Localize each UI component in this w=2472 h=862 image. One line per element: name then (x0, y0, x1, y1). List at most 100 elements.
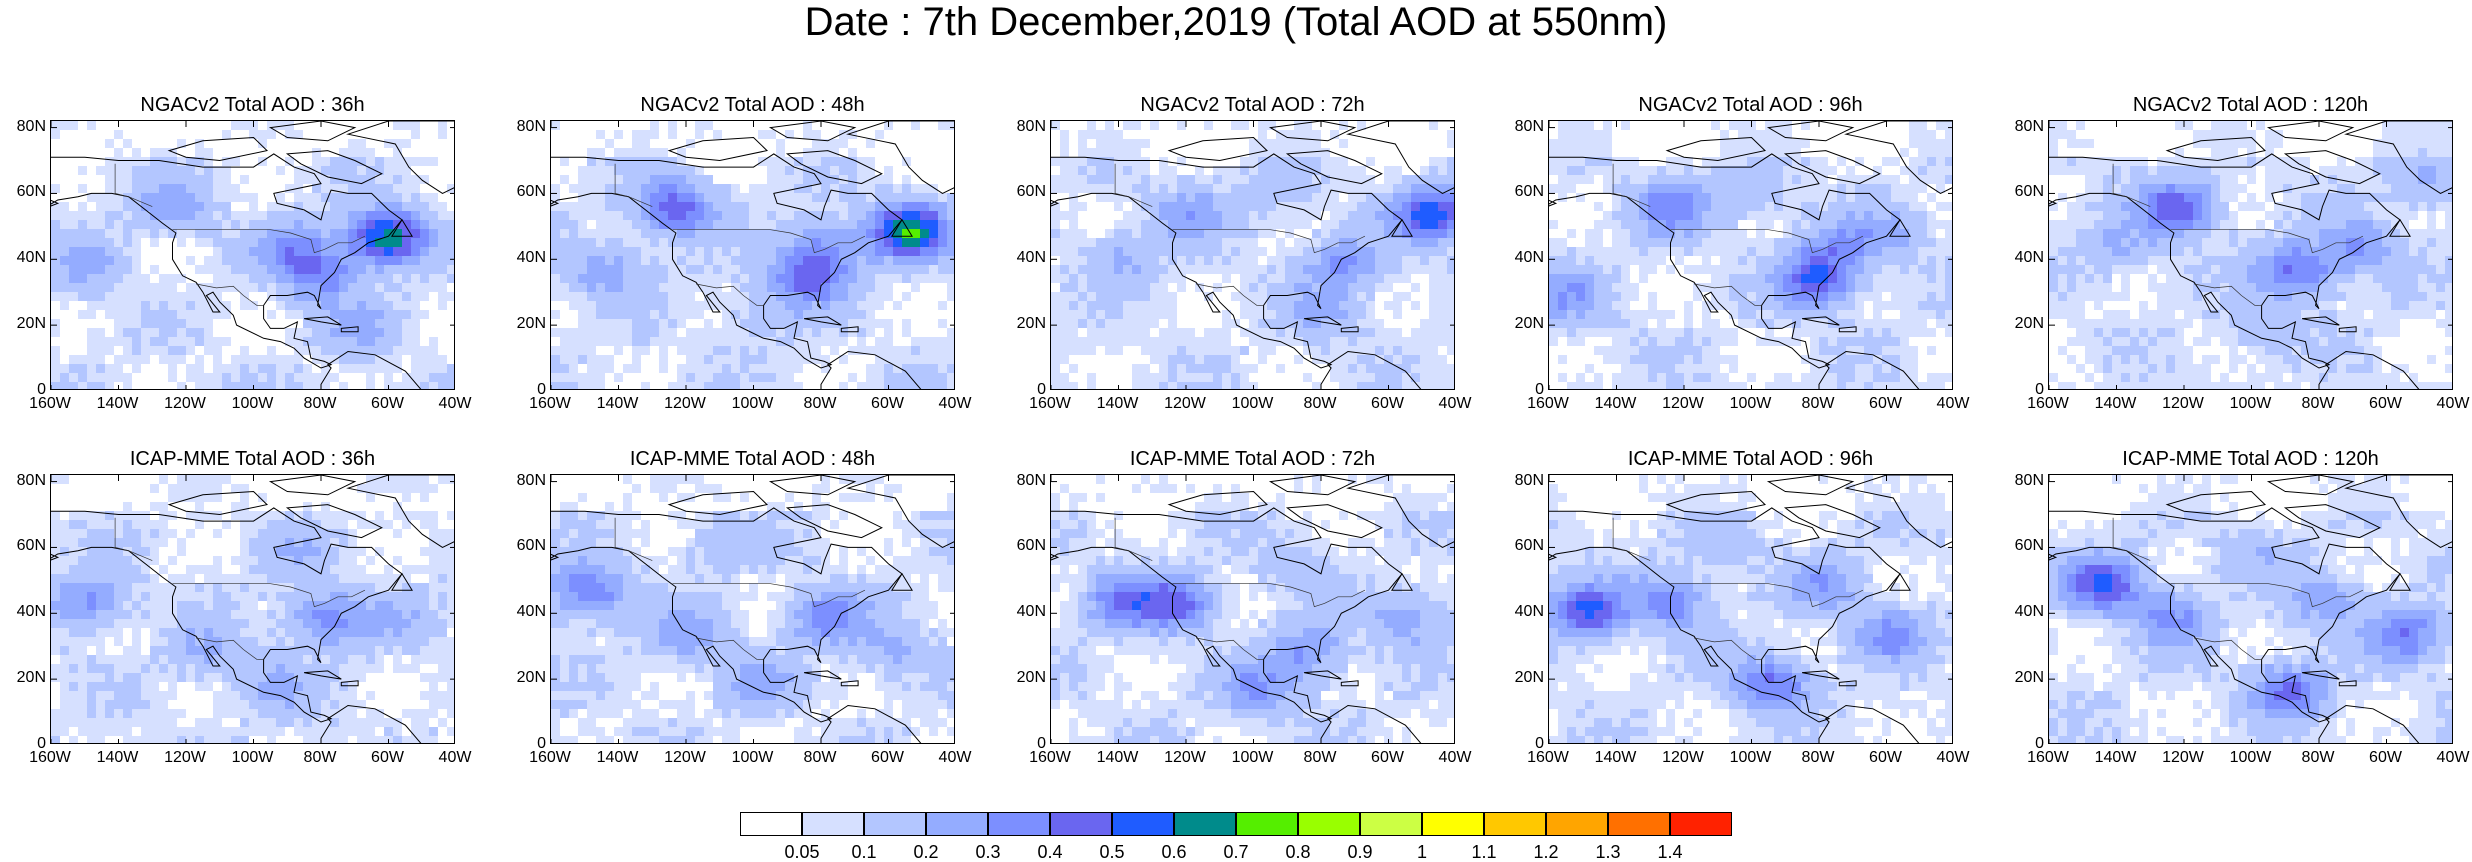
lon-tick-label: 80W (1303, 749, 1337, 766)
lon-tick-label: 100W (231, 395, 274, 412)
lat-tick-label: 60N (2014, 183, 2044, 201)
lon-tick-label: 80W (1303, 395, 1337, 412)
colorbar-label: 0.8 (1285, 842, 1311, 862)
map-panel: NGACv2 Total AOD : 72h 80N 60N 40N 20N 0 160W 1… (1002, 92, 1472, 412)
aod-map (50, 120, 455, 390)
lat-tick-label: 80N (1016, 471, 1046, 489)
colorbar-label: 0.5 (1099, 842, 1125, 862)
lon-tick-label: 120W (1164, 749, 1206, 766)
lon-tick-label: 140W (96, 395, 139, 412)
lat-tick-label: 20N (516, 669, 546, 687)
lon-tick-label: 40W (2436, 395, 2470, 412)
map-svg (51, 475, 454, 743)
lon-tick-label: 100W (731, 749, 774, 766)
colorbar-swatch (1050, 812, 1112, 836)
map-svg (551, 475, 954, 743)
colorbar-swatch (1360, 812, 1422, 836)
coastlines (551, 121, 954, 389)
lon-tick-label: 120W (664, 749, 706, 766)
lon-tick-label: 40W (1936, 749, 1970, 766)
panel-title: ICAP-MME Total AOD : 36h (129, 448, 376, 470)
colorbar-swatch (1112, 812, 1174, 836)
map-svg (2049, 121, 2452, 389)
lon-tick-label: 160W (1527, 395, 1569, 412)
map-svg (1549, 475, 1952, 743)
lat-tick-label: 80N (1016, 117, 1046, 135)
lat-tick-label: 60N (2014, 537, 2044, 555)
coastlines (1549, 121, 1952, 389)
lon-tick-label: 140W (96, 749, 139, 766)
coastlines (1051, 475, 1454, 743)
colorbar-label: 0.2 (913, 842, 939, 862)
lon-tick-label: 140W (1096, 749, 1139, 766)
map-panel: ICAP-MME Total AOD : 48h 80N 60N 40N 20N 0 160… (502, 446, 972, 766)
lon-tick-label: 60W (1869, 749, 1902, 766)
lat-tick-label: 20N (16, 669, 46, 687)
colorbar-label: 0.7 (1223, 842, 1249, 862)
aod-map (1548, 474, 1953, 744)
colorbar-swatch (864, 812, 926, 836)
lat-tick-label: 80N (16, 471, 46, 489)
colorbar-label: 1.1 (1471, 842, 1497, 862)
lat-tick-label: 40N (1514, 603, 1544, 621)
lon-tick-label: 120W (164, 395, 206, 412)
colorbar-swatch (1298, 812, 1360, 836)
lat-tick-label: 40N (2014, 249, 2044, 267)
lat-tick-label: 0 (37, 735, 46, 752)
coastlines (51, 475, 454, 743)
lon-tick-label: 160W (2027, 395, 2069, 412)
colorbar-label: 0.3 (975, 842, 1001, 862)
panel-title: NGACv2 Total AOD : 36h (140, 94, 365, 116)
figure-title: Date : 7th December,2019 (Total AOD at 5… (804, 0, 1668, 44)
coastlines (1051, 121, 1454, 389)
colorbar-swatch (740, 812, 802, 836)
lon-tick-label: 140W (596, 749, 639, 766)
lat-tick-label: 40N (16, 249, 46, 267)
panel-title: ICAP-MME Total AOD : 48h (629, 448, 876, 470)
panel-title: ICAP-MME Total AOD : 72h (1129, 448, 1376, 470)
map-svg (1549, 121, 1952, 389)
lat-tick-label: 40N (1016, 249, 1046, 267)
lat-tick-label: 20N (16, 315, 46, 333)
lat-tick-label: 40N (516, 603, 546, 621)
aod-map (1548, 120, 1953, 390)
colorbar-swatch (802, 812, 864, 836)
lon-tick-label: 40W (438, 749, 472, 766)
map-svg (2049, 475, 2452, 743)
colorbar-swatch (1670, 812, 1732, 836)
aod-map (1050, 474, 1455, 744)
lon-tick-label: 160W (1029, 749, 1071, 766)
lat-tick-label: 0 (1535, 735, 1544, 752)
lat-tick-label: 0 (1037, 381, 1046, 398)
map-panel: NGACv2 Total AOD : 36h 80N 60N 40N 20N 0 160W 1… (2, 92, 472, 412)
lon-tick-label: 140W (1594, 749, 1637, 766)
lon-tick-label: 80W (2301, 395, 2335, 412)
colorbar-label: 0.6 (1161, 842, 1187, 862)
colorbar-swatch (1422, 812, 1484, 836)
lon-tick-label: 120W (1164, 395, 1206, 412)
colorbar-swatch (1484, 812, 1546, 836)
lon-tick-label: 60W (371, 395, 404, 412)
panel-title: NGACv2 Total AOD : 72h (1140, 94, 1365, 116)
lon-tick-label: 120W (1662, 749, 1704, 766)
lat-tick-label: 20N (2014, 669, 2044, 687)
lon-tick-label: 80W (803, 749, 837, 766)
colorbar-label: 0.9 (1347, 842, 1373, 862)
lat-tick-label: 0 (37, 381, 46, 398)
lat-tick-label: 60N (516, 183, 546, 201)
lat-tick-label: 40N (16, 603, 46, 621)
map-svg (1051, 475, 1454, 743)
lon-tick-label: 100W (1729, 749, 1772, 766)
lat-tick-label: 80N (16, 117, 46, 135)
panel-title: NGACv2 Total AOD : 120h (2132, 94, 2369, 116)
lon-tick-label: 40W (1936, 395, 1970, 412)
lat-tick-label: 20N (2014, 315, 2044, 333)
lon-tick-label: 100W (1231, 395, 1274, 412)
lon-tick-label: 80W (303, 395, 337, 412)
lon-tick-label: 60W (1869, 395, 1902, 412)
lon-tick-label: 160W (529, 395, 571, 412)
map-panel: ICAP-MME Total AOD : 96h 80N 60N 40N 20N 0 160… (1500, 446, 1970, 766)
lon-tick-label: 160W (529, 749, 571, 766)
colorbar-label: 1.4 (1657, 842, 1683, 862)
panel-title: NGACv2 Total AOD : 96h (1638, 94, 1863, 116)
